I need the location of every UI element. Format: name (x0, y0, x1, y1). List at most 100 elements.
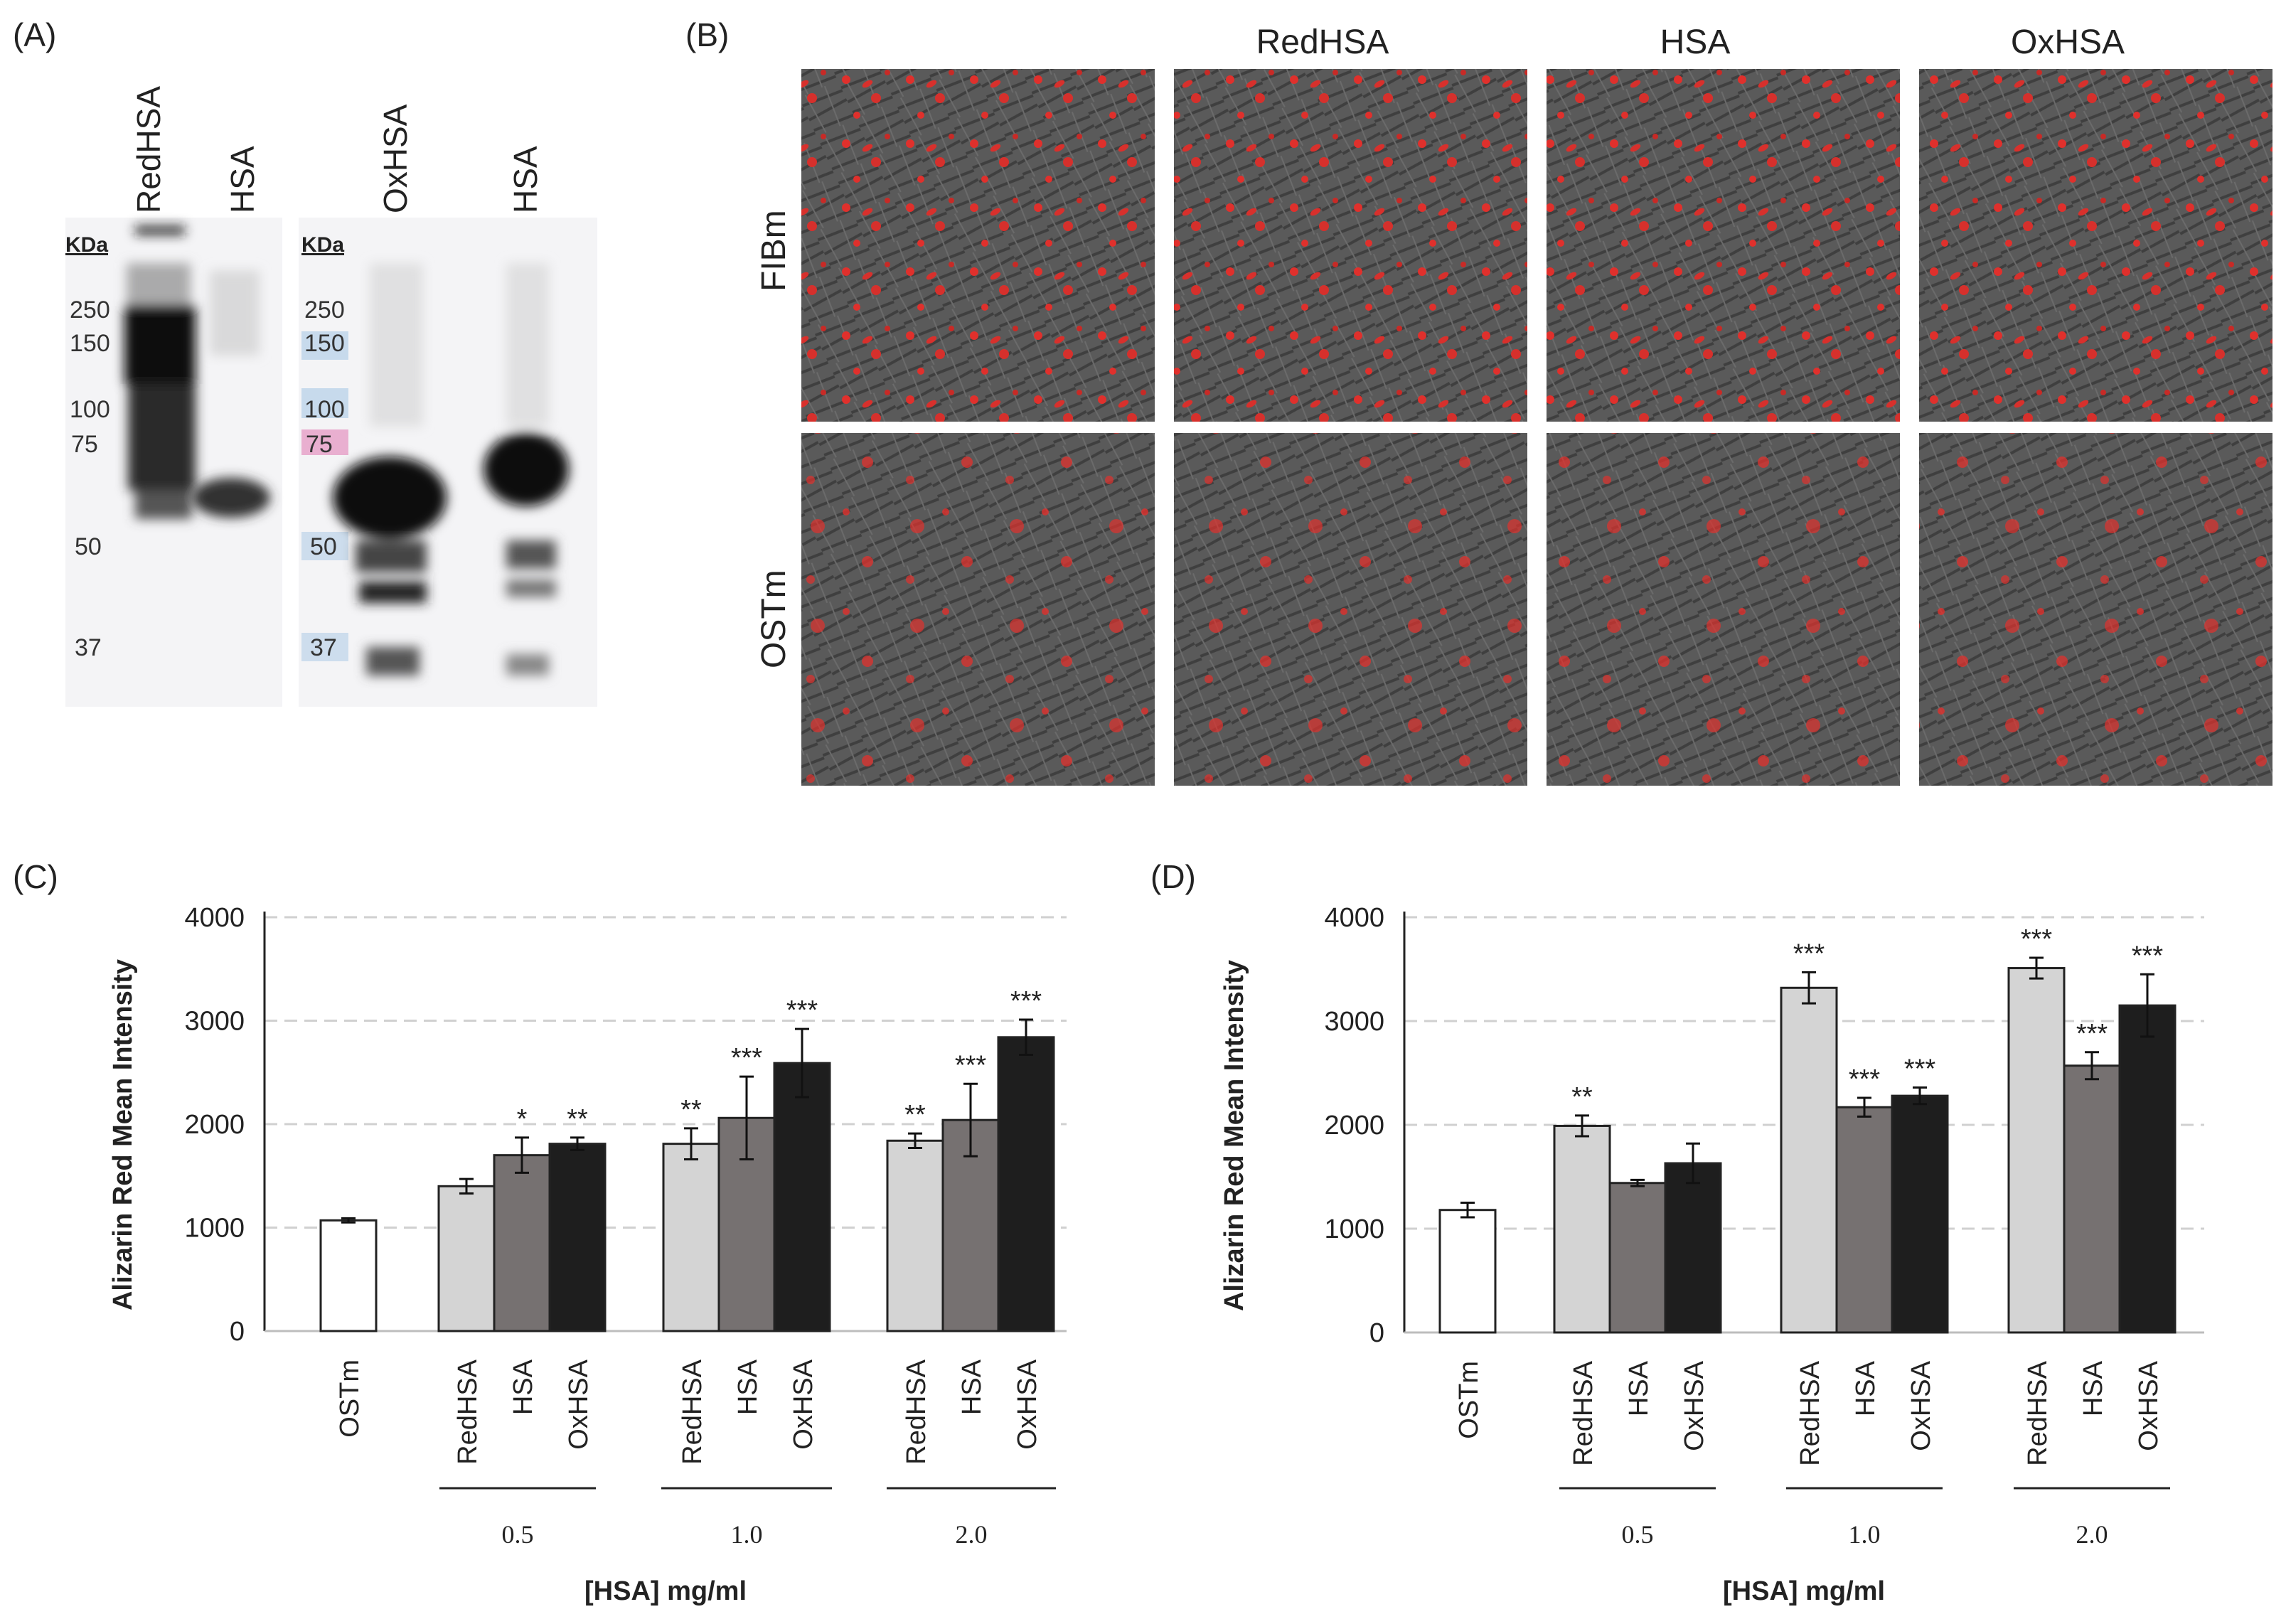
significance-marker: *** (2076, 1019, 2108, 1049)
micrograph-fibm-hsa (1547, 69, 1900, 422)
y-axis-title: Alizarin Red Mean Intensity (1219, 960, 1249, 1311)
lane-label: OxHSA (377, 104, 414, 213)
ladder-marker-stains (301, 331, 348, 661)
group-label: 0.5 (502, 1520, 534, 1549)
kda-label: KDa (301, 233, 344, 257)
significance-marker: *** (1793, 939, 1825, 968)
mw-marker: 37 (75, 634, 102, 661)
significance-marker: *** (786, 995, 818, 1025)
bar-oxhsa-1-0 (1891, 1094, 1949, 1334)
microscopy-column-headers: RedHSA HSA OxHSA (1256, 23, 2125, 61)
column-header-redhsa: RedHSA (1256, 23, 1389, 61)
mw-marker: 37 (310, 634, 337, 661)
y-tick-label: 1000 (1324, 1214, 1384, 1244)
significance-marker: ** (904, 1100, 926, 1130)
x-category-label: RedHSA (902, 1359, 931, 1464)
mw-marker: 50 (75, 533, 102, 560)
significance-marker: *** (2021, 924, 2053, 954)
bar-redhsa-2-0 (886, 1139, 944, 1332)
lane-label: HSA (224, 146, 261, 213)
bar-hsa-0-5 (1608, 1182, 1667, 1334)
x-category-label: RedHSA (2023, 1360, 2053, 1465)
x-category-label: HSA (957, 1359, 987, 1415)
panel-label-b: (B) (685, 16, 730, 53)
significance-marker: ** (680, 1095, 702, 1125)
x-axis-title: [HSA] mg/ml (1723, 1576, 1885, 1606)
x-category-label: OxHSA (564, 1359, 594, 1449)
significance-marker: *** (1849, 1064, 1881, 1094)
y-tick-label: 2000 (1324, 1111, 1384, 1140)
blot-membrane-2: KDa 250 150 100 75 50 37 (299, 218, 597, 707)
y-tick-label: 0 (1369, 1318, 1384, 1348)
bar-hsa-0-5 (493, 1154, 551, 1332)
blot-bands-lane-redhsa (124, 226, 196, 519)
panel-label-a: (A) (13, 16, 57, 53)
micrograph-ostm-redhsa (1174, 433, 1527, 786)
row-header-fibm: FIBm (755, 210, 793, 292)
x-category-label: RedHSA (453, 1359, 483, 1464)
mw-marker: 75 (71, 431, 98, 458)
bar-hsa-2-0 (2063, 1064, 2121, 1334)
x-category-label: HSA (733, 1359, 763, 1415)
column-header-hsa: HSA (1660, 23, 1731, 61)
significance-marker: *** (1010, 986, 1042, 1016)
significance-marker: * (517, 1104, 528, 1134)
mw-marker: 75 (306, 431, 333, 458)
mw-marker: 50 (310, 533, 337, 560)
kda-label: KDa (65, 233, 108, 257)
x-category-label: OSTm (1454, 1361, 1484, 1439)
lane-label: RedHSA (130, 86, 167, 213)
y-tick-label: 3000 (184, 1007, 245, 1037)
x-category-label: OxHSA (2134, 1360, 2164, 1451)
x-category-label: OxHSA (1013, 1359, 1042, 1449)
bar-oxhsa-2-0 (2118, 1004, 2176, 1334)
blot-bands-lane-oxhsa (333, 263, 447, 675)
bar-redhsa-0-5 (1553, 1124, 1611, 1334)
bar-oxhsa-0-5 (1664, 1162, 1722, 1334)
micrograph-fibm-redhsa (1174, 69, 1527, 422)
x-category-label: HSA (1851, 1360, 1881, 1416)
micrograph-fibm-oxhsa (1919, 69, 2272, 422)
blot-bands-lane-hsa-2 (484, 263, 569, 675)
bar-redhsa-1-0 (1780, 986, 1838, 1334)
bar-oxhsa-1-0 (773, 1062, 831, 1332)
blot-membrane-1: KDa 250 150 100 75 50 37 (65, 218, 282, 707)
bar-redhsa-0-5 (437, 1185, 496, 1332)
bar-redhsa-2-0 (2007, 967, 2066, 1334)
bar-redhsa-1-0 (662, 1143, 720, 1332)
bar-hsa-1-0 (1835, 1106, 1894, 1334)
x-axis-title: [HSA] mg/ml (584, 1576, 747, 1606)
x-category-label: HSA (508, 1359, 538, 1415)
significance-marker: ** (1571, 1082, 1593, 1112)
blot-bands-lane-hsa (192, 270, 270, 518)
y-tick-label: 0 (230, 1317, 245, 1347)
micrograph-fibm-control (801, 69, 1155, 422)
row-header-ostm: OSTm (755, 570, 793, 668)
mw-marker: 100 (70, 396, 110, 423)
x-category-label: OSTm (335, 1359, 365, 1438)
significance-marker: *** (1904, 1054, 1936, 1084)
group-label: 2.0 (956, 1520, 988, 1549)
y-tick-label: 1000 (184, 1214, 245, 1244)
microscopy-grid: RedHSA HSA OxHSA FIBm OSTm (755, 23, 2272, 786)
x-category-label: RedHSA (1795, 1360, 1825, 1465)
significance-marker: *** (731, 1043, 763, 1073)
micrograph-ostm-hsa (1547, 433, 1900, 786)
group-label: 1.0 (731, 1520, 763, 1549)
western-blot-panel: RedHSA HSA OxHSA HSA KDa 250 150 100 75 … (65, 86, 597, 707)
x-category-label: OxHSA (789, 1359, 818, 1449)
micrograph-ostm-control (801, 433, 1155, 786)
panel-label-d: (D) (1150, 858, 1196, 895)
micrograph-ostm-oxhsa (1919, 433, 2272, 786)
mw-marker: 100 (304, 396, 345, 423)
significance-marker: *** (955, 1050, 987, 1080)
x-category-label: HSA (2078, 1360, 2108, 1416)
mw-marker: 150 (70, 330, 110, 357)
y-tick-label: 2000 (184, 1110, 245, 1140)
panel-label-c: (C) (13, 858, 58, 895)
group-label: 2.0 (2076, 1520, 2108, 1549)
y-tick-label: 4000 (184, 903, 245, 933)
group-label: 0.5 (1622, 1520, 1654, 1549)
